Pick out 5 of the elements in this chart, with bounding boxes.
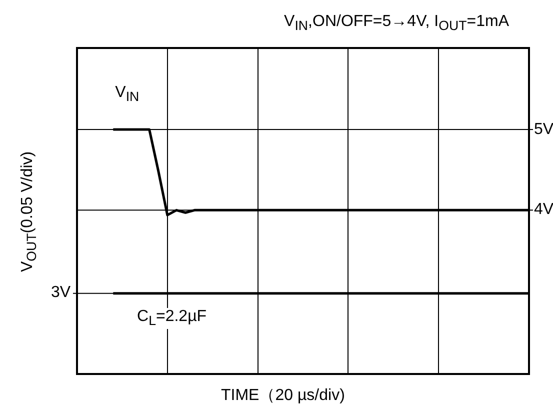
ref-line-label: 3V <box>51 284 71 302</box>
series-label: V$_{IN}$ <box>115 84 140 104</box>
x-axis-title: TIME（20 µs/div) <box>221 387 345 404</box>
chart-title: V$_{IN}$,ON/OFF=5→4V, I$_{OUT}$=1mA <box>284 13 509 34</box>
annotation: C$_{L}$=2.2µF <box>135 308 209 329</box>
